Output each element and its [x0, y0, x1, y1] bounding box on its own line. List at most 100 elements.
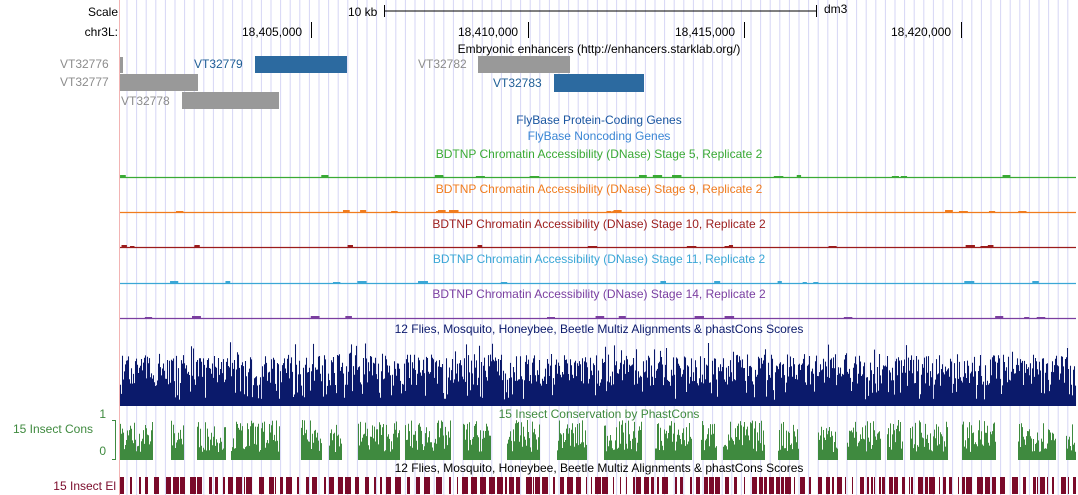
- enhancer-label[interactable]: VT32778: [121, 94, 170, 108]
- dnase-peak: [547, 317, 555, 318]
- conserved-element: [190, 477, 196, 494]
- elements-side-label[interactable]: 15 Insect El: [53, 479, 116, 493]
- conserved-element: [826, 477, 830, 494]
- conserved-element: [355, 477, 359, 494]
- flybase-coding-title[interactable]: FlyBase Protein-Coding Genes: [516, 113, 682, 127]
- scale-label: Scale: [87, 5, 118, 19]
- enhancer-feature[interactable]: [120, 74, 198, 91]
- dnase-peak: [660, 281, 667, 283]
- ruler-tick-label: 18,415,000: [675, 25, 736, 39]
- conserved-element: [505, 477, 507, 494]
- dnase-peak: [500, 282, 508, 283]
- dnase-peak: [391, 211, 398, 212]
- conserved-element: [497, 477, 503, 494]
- dnase-stage11-title[interactable]: BDTNP Chromatin Accessibility (DNase) St…: [432, 252, 766, 266]
- conserved-element: [636, 477, 641, 494]
- dnase-stage5-title[interactable]: BDTNP Chromatin Accessibility (DNase) St…: [435, 147, 763, 161]
- conserved-element: [424, 477, 430, 494]
- dnase-stage10-title[interactable]: BDTNP Chromatin Accessibility (DNase) St…: [432, 217, 766, 231]
- ruler-tick-label: 18,420,000: [891, 25, 952, 39]
- conserved-element: [407, 477, 410, 494]
- conserved-element: [236, 477, 242, 494]
- multiz-track-title[interactable]: 12 Flies, Mosquito, Honeybee, Beetle Mul…: [394, 322, 804, 336]
- conserved-element: [651, 477, 654, 494]
- dnase-peak: [475, 176, 485, 177]
- elements-track-title[interactable]: 12 Flies, Mosquito, Honeybee, Beetle Mul…: [394, 461, 804, 475]
- enhancer-feature[interactable]: [120, 57, 123, 73]
- conserved-element: [633, 477, 635, 494]
- conserved-element: [457, 477, 458, 494]
- conserved-element: [1023, 477, 1026, 494]
- conserved-element: [1037, 477, 1038, 494]
- dnase-peak: [891, 176, 899, 177]
- enhancer-label[interactable]: VT32782: [418, 57, 467, 71]
- enhancer-feature[interactable]: [182, 92, 279, 109]
- conserved-element: [759, 477, 763, 494]
- enhancer-label[interactable]: VT32783: [493, 76, 542, 90]
- conserved-element: [794, 477, 795, 494]
- conserved-element: [871, 477, 873, 494]
- conserved-element: [776, 477, 780, 494]
- phastcons-side-label[interactable]: 15 Insect Cons: [12, 422, 93, 436]
- conserved-element: [246, 477, 252, 494]
- dnase-peak: [1018, 211, 1027, 212]
- dnase-peak: [437, 176, 444, 177]
- dnase-peak: [988, 211, 996, 212]
- dnase-peak: [310, 316, 316, 318]
- dnase-peak: [347, 245, 353, 247]
- dnase-peak: [1024, 317, 1030, 318]
- enhancer-feature[interactable]: [478, 56, 570, 73]
- conserved-element: [180, 477, 185, 494]
- enhancer-label[interactable]: VT32776: [60, 57, 109, 71]
- dnase-peak: [417, 281, 428, 283]
- phastcons-track-title[interactable]: 15 Insect Conservation by PhastCons: [498, 407, 700, 421]
- enhancer-label[interactable]: VT32779: [194, 57, 243, 71]
- conserved-element: [345, 477, 351, 494]
- assembly-label: dm3: [824, 2, 848, 16]
- conserved-element: [918, 477, 923, 494]
- conserved-element: [209, 477, 212, 494]
- flybase-noncoding-title[interactable]: FlyBase Noncoding Genes: [527, 129, 671, 143]
- dnase-peak: [448, 210, 459, 212]
- conserved-element: [269, 477, 274, 494]
- dnase-peak: [1002, 175, 1011, 177]
- conserved-element: [949, 477, 952, 494]
- conserved-element: [471, 477, 477, 494]
- conserved-element: [769, 477, 774, 494]
- dnase-stage14-title[interactable]: BDTNP Chromatin Accessibility (DNase) St…: [432, 287, 766, 301]
- dnase-peak: [342, 210, 350, 212]
- dnase-peak: [1032, 281, 1039, 283]
- dnase-peak: [728, 245, 734, 247]
- enhancer-feature[interactable]: [255, 56, 347, 73]
- dnase-peak: [724, 246, 732, 247]
- dnase-peak: [332, 282, 341, 283]
- enhancer-track-title[interactable]: Embryonic enhancers (http://enhancers.st…: [457, 42, 741, 56]
- conserved-element: [244, 477, 245, 494]
- multiz-signal: [119, 342, 1077, 406]
- enhancer-feature[interactable]: [554, 74, 644, 92]
- conserved-element: [380, 477, 382, 494]
- conserved-element: [809, 477, 811, 494]
- conserved-element: [139, 477, 141, 494]
- conserved-element: [1047, 477, 1048, 494]
- dnase-peak: [672, 175, 682, 177]
- conserved-element: [657, 477, 659, 494]
- dnase-peak: [345, 316, 352, 318]
- conserved-element: [312, 477, 317, 494]
- enhancer-label[interactable]: VT32777: [60, 75, 109, 89]
- conserved-element: [852, 477, 853, 494]
- conserved-element: [929, 477, 935, 494]
- conserved-element: [1040, 477, 1045, 494]
- conserved-element: [613, 477, 614, 494]
- dnase-peak: [802, 282, 807, 283]
- dnase-peak: [170, 281, 179, 283]
- conserved-element: [977, 477, 983, 494]
- conserved-element: [845, 477, 846, 494]
- dnase-stage9-title[interactable]: BDTNP Chromatin Accessibility (DNase) St…: [435, 182, 763, 196]
- conserved-element: [837, 477, 842, 494]
- conserved-element: [800, 477, 805, 494]
- conserved-element: [542, 477, 548, 494]
- conserved-element: [595, 477, 601, 494]
